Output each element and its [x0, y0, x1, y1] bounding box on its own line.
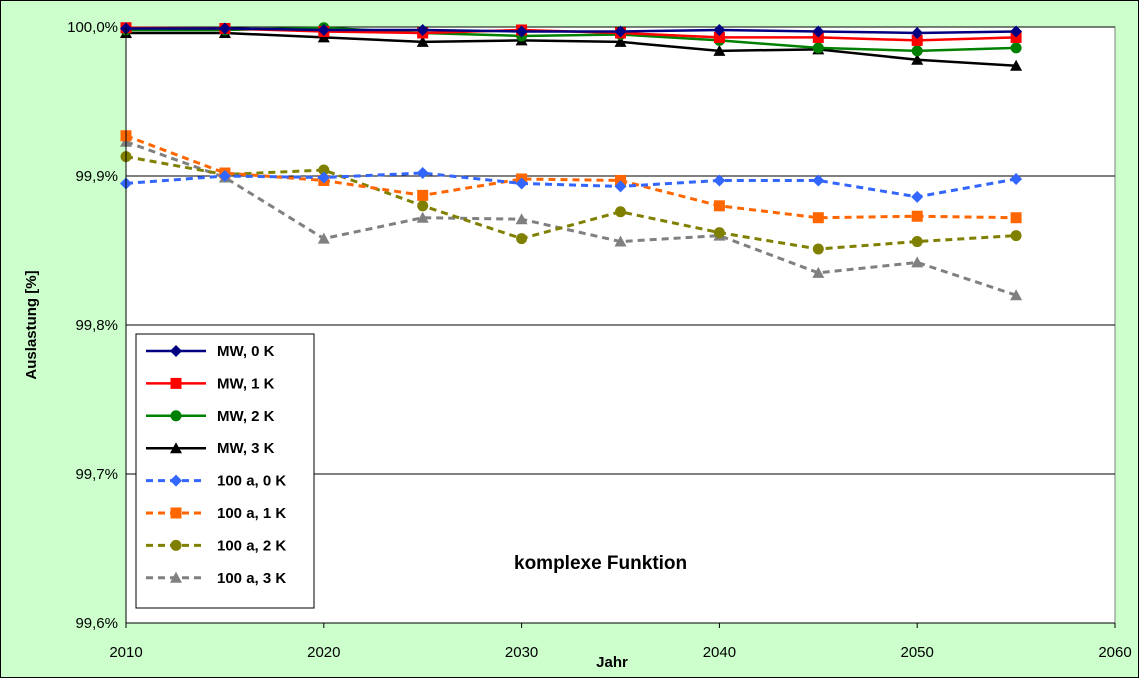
legend-label: MW, 2 K — [217, 408, 275, 425]
legend-entry: 100 a, 3 K — [146, 570, 286, 587]
y-axis-title: Auslastung [%] — [23, 270, 40, 379]
x-tick-label: 2050 — [901, 644, 934, 661]
data-point — [170, 442, 182, 454]
data-point — [614, 235, 627, 247]
data-point — [1010, 25, 1023, 38]
data-point — [515, 177, 528, 190]
x-tick-label: 2060 — [1098, 644, 1131, 661]
legend-entry: 100 a, 2 K — [146, 537, 286, 554]
legend-label: 100 a, 3 K — [217, 570, 286, 587]
data-point — [170, 571, 182, 583]
data-point — [170, 345, 182, 357]
data-point — [1010, 230, 1022, 242]
legend-entry: MW, 3 K — [146, 440, 275, 457]
chart-annotation: komplexe Funktion — [514, 553, 687, 574]
data-point — [317, 23, 330, 36]
legend-label: MW, 3 K — [217, 440, 275, 457]
legend-label: MW, 0 K — [217, 343, 275, 360]
data-point — [812, 42, 824, 54]
legend-entry: 100 a, 1 K — [146, 505, 286, 522]
series-0 — [120, 22, 1023, 39]
data-point — [218, 22, 231, 35]
data-point — [1010, 212, 1022, 224]
data-point — [812, 212, 824, 224]
data-point — [614, 180, 627, 193]
y-tick-label: 99,9% — [75, 168, 118, 185]
series-line — [126, 31, 1017, 67]
x-tick-label: 2040 — [703, 644, 736, 661]
data-point — [911, 210, 923, 222]
data-point — [1010, 59, 1023, 71]
x-axis-title: Jahr — [596, 654, 628, 671]
x-tick-label: 2020 — [307, 644, 340, 661]
data-point — [416, 23, 429, 36]
data-point — [516, 233, 528, 245]
data-point — [812, 266, 825, 278]
data-point — [911, 45, 923, 57]
data-point — [713, 31, 725, 43]
data-point — [317, 171, 330, 184]
data-point — [812, 25, 825, 38]
data-point — [218, 170, 231, 182]
legend: MW, 0 K MW, 1 K MW, 2 K MW, 3 K 100 a, 0 K 10… — [135, 333, 315, 609]
data-point — [713, 174, 726, 187]
legend-entry: MW, 2 K — [146, 408, 275, 425]
legend-entry: MW, 1 K — [146, 375, 275, 392]
data-point — [170, 507, 182, 519]
data-point — [1010, 42, 1022, 54]
data-point — [614, 35, 627, 47]
data-point — [911, 236, 923, 248]
data-point — [713, 23, 726, 36]
x-tick-label: 2030 — [505, 644, 538, 661]
y-tick-label: 99,8% — [75, 317, 118, 334]
x-tick-label: 2010 — [109, 644, 142, 661]
data-point — [416, 35, 429, 47]
series-line — [125, 171, 1017, 199]
data-point — [416, 211, 429, 223]
data-point — [515, 213, 528, 225]
data-point — [317, 232, 330, 244]
data-point — [911, 34, 923, 46]
legend-label: 100 a, 0 K — [217, 473, 286, 490]
data-point — [614, 25, 627, 38]
legend-entry: MW, 0 K — [146, 343, 275, 360]
data-point — [713, 227, 725, 239]
data-point — [1010, 289, 1023, 301]
series-line — [125, 140, 1017, 297]
legend-box — [135, 333, 315, 609]
data-point — [911, 53, 924, 65]
series-line — [126, 27, 1017, 35]
legend-label: 100 a, 2 K — [217, 537, 286, 554]
data-point — [417, 200, 429, 212]
data-point — [812, 243, 824, 255]
y-tick-label: 100,0% — [67, 19, 118, 36]
data-point — [416, 167, 429, 180]
data-point — [911, 190, 924, 203]
y-tick-label: 99,7% — [75, 466, 118, 483]
axis-ticks: 99,6% 99,7% 99,8% 99,9% 100,0% 2010 2020 2030 20… — [67, 19, 1132, 661]
legend-label: MW, 1 K — [217, 375, 275, 392]
legend-entry: 100 a, 0 K — [146, 473, 286, 490]
series-6 — [120, 151, 1022, 255]
data-point — [1010, 172, 1023, 185]
series-line — [125, 155, 1017, 251]
legend-label: 100 a, 1 K — [217, 505, 286, 522]
data-point — [615, 206, 626, 218]
data-point — [911, 256, 924, 268]
data-point — [911, 26, 924, 39]
data-point — [713, 44, 726, 56]
data-point — [713, 200, 725, 212]
y-tick-label: 99,6% — [75, 615, 118, 632]
data-point — [170, 410, 182, 422]
data-point — [318, 164, 330, 176]
data-point — [515, 25, 528, 38]
data-point — [812, 174, 825, 187]
data-point — [417, 189, 429, 201]
data-point — [170, 474, 182, 487]
data-point — [170, 377, 182, 389]
data-point — [170, 539, 182, 551]
